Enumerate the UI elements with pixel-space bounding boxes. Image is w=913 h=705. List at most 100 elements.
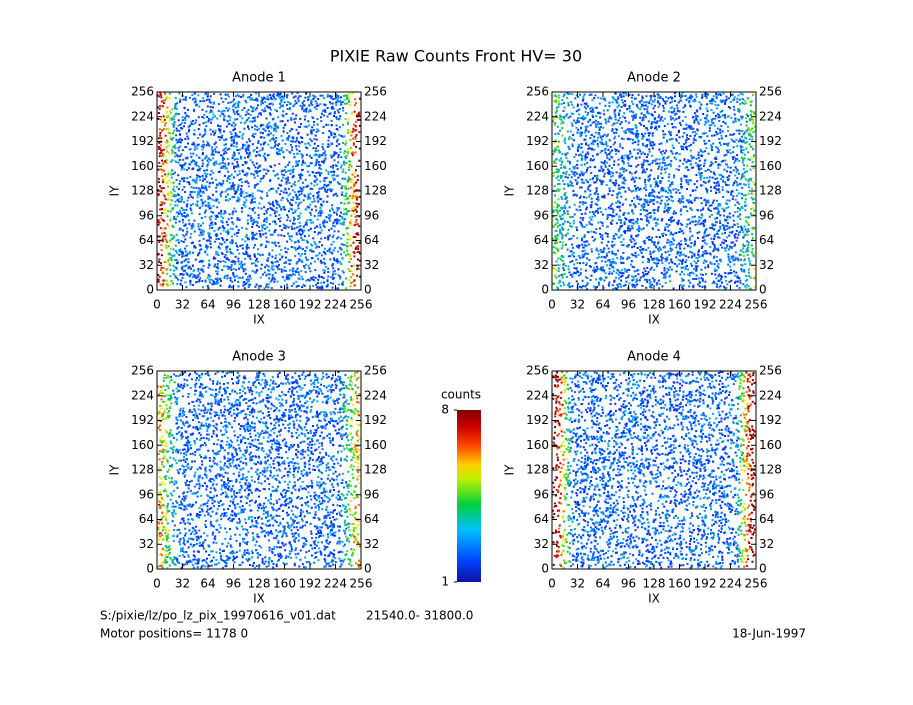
- pixel: [573, 174, 576, 177]
- pixel: [556, 250, 559, 253]
- pixel: [250, 217, 253, 220]
- pixel: [222, 149, 225, 152]
- pixel: [224, 199, 227, 202]
- pixel: [318, 246, 321, 248]
- pixel: [706, 176, 708, 179]
- pixel: [172, 118, 175, 121]
- pixel: [556, 235, 559, 238]
- pixel: [705, 243, 708, 246]
- pixel: [164, 92, 167, 95]
- pixel: [223, 157, 225, 160]
- pixel: [712, 171, 715, 174]
- pixel: [328, 229, 330, 232]
- pixel: [266, 226, 269, 229]
- pixel: [300, 259, 302, 262]
- pixel: [177, 241, 180, 244]
- pixel: [563, 102, 565, 105]
- pixel: [247, 285, 250, 288]
- pixel: [316, 183, 319, 186]
- pixel: [282, 223, 285, 226]
- pixel: [208, 281, 211, 284]
- pixel: [173, 217, 175, 220]
- pixel: [606, 252, 609, 255]
- pixel: [216, 265, 219, 268]
- pixel: [298, 216, 301, 219]
- pixel: [233, 167, 236, 170]
- pixel: [315, 105, 318, 107]
- pixel: [255, 220, 258, 223]
- pixel: [241, 117, 244, 120]
- pixel: [177, 278, 179, 281]
- pixel: [340, 243, 343, 246]
- pixel: [304, 263, 307, 266]
- pixel: [619, 143, 622, 146]
- pixel: [300, 123, 302, 126]
- pixel: [742, 139, 745, 142]
- pixel: [248, 144, 251, 147]
- pixel: [232, 139, 235, 142]
- pixel: [221, 221, 224, 224]
- pixel: [165, 128, 168, 131]
- pixel: [335, 140, 338, 143]
- pixel: [201, 135, 204, 138]
- pixel: [701, 151, 704, 153]
- pixel: [741, 186, 744, 189]
- pixel: [665, 167, 668, 170]
- pixel: [202, 177, 205, 180]
- pixel: [210, 121, 213, 124]
- pixel: [347, 187, 350, 190]
- pixel: [635, 115, 638, 117]
- pixel: [648, 279, 651, 282]
- pixel: [272, 93, 275, 96]
- pixel: [313, 197, 315, 200]
- pixel: [253, 197, 256, 200]
- pixel: [553, 116, 556, 119]
- pixel: [308, 234, 310, 237]
- pixel: [248, 140, 251, 143]
- pixel: [301, 161, 304, 164]
- pixel: [192, 251, 195, 254]
- pixel: [719, 178, 722, 180]
- pixel: [284, 260, 287, 263]
- pixel: [358, 97, 361, 100]
- pixel: [322, 110, 325, 112]
- pixel: [613, 279, 616, 282]
- pixel: [254, 244, 256, 246]
- pixel: [223, 276, 226, 279]
- pixel: [354, 169, 357, 172]
- pixel: [670, 258, 673, 261]
- pixel: [193, 245, 196, 247]
- pixel: [208, 204, 211, 207]
- pixel: [296, 92, 299, 94]
- pixel: [349, 195, 352, 197]
- pixel: [318, 286, 321, 289]
- pixel: [224, 190, 227, 193]
- pixel: [272, 187, 275, 190]
- pixel: [553, 124, 556, 126]
- pixel: [327, 184, 330, 187]
- pixel: [721, 246, 724, 249]
- pixel: [353, 190, 356, 193]
- pixel: [317, 171, 320, 174]
- pixel: [264, 109, 267, 112]
- pixel: [283, 226, 286, 229]
- pixel: [675, 134, 678, 137]
- pixel: [274, 221, 276, 223]
- pixel: [576, 131, 579, 134]
- pixel: [319, 206, 322, 209]
- pixel: [307, 229, 310, 232]
- pixel: [348, 270, 351, 272]
- pixel: [700, 150, 703, 153]
- pixel: [599, 278, 602, 281]
- pixel: [161, 272, 164, 275]
- pixel: [166, 198, 169, 201]
- pixel: [216, 262, 219, 265]
- pixel: [337, 283, 340, 286]
- pixel: [233, 103, 236, 106]
- pixel: [163, 202, 166, 205]
- pixel: [212, 280, 215, 283]
- pixel: [337, 161, 340, 164]
- pixel: [601, 222, 604, 224]
- pixel: [612, 237, 615, 240]
- pixel: [616, 196, 619, 199]
